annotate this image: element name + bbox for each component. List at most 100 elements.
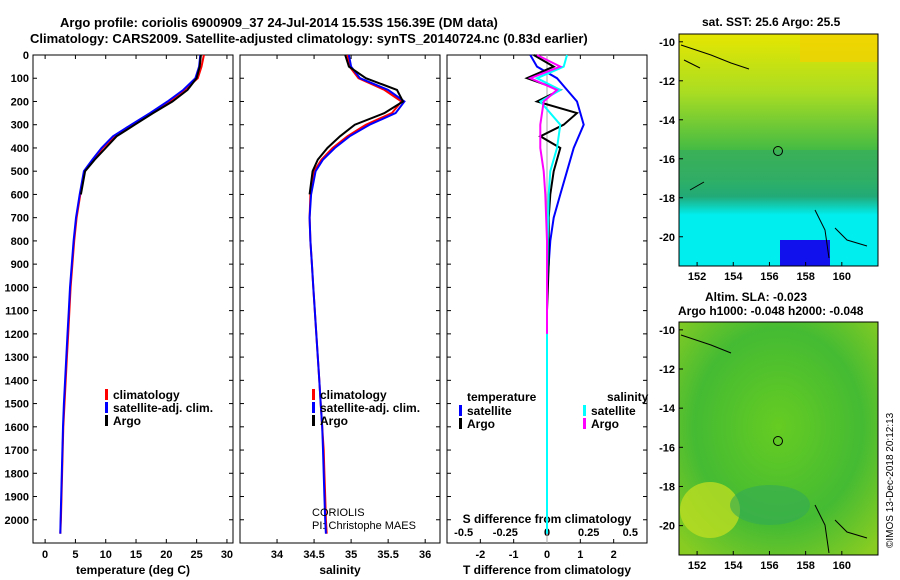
depth-tick-label: 500 — [11, 166, 29, 178]
depth-tick-label: 0 — [23, 50, 29, 62]
legend-swatch — [312, 402, 315, 413]
sla-map-coastline — [680, 334, 868, 554]
legend-salinity-title: salinity — [607, 390, 649, 404]
temperature-x-tick-label: 30 — [221, 549, 233, 561]
series-line-argo — [79, 54, 202, 195]
copyright-side-label: ©IMOS 13-Dec-2018 20:12:13 — [885, 412, 896, 548]
temperature-x-tick-label: 15 — [130, 549, 142, 561]
sst-map-frame — [678, 33, 879, 267]
map-y-tick-label: -12 — [659, 76, 675, 88]
sst-map-panel: sat. SST: 25.6 Argo: 25.5 152 154 156 158 16… — [659, 15, 879, 283]
map-x-tick-label: 152 — [688, 560, 706, 572]
legend-swatch — [105, 402, 108, 413]
temperature-panel: 0100200300400500600700800900100011001200… — [5, 50, 234, 577]
depth-tick-label: 900 — [11, 259, 29, 271]
temperature-x-tick-label: 10 — [100, 549, 112, 561]
legend-label: satellite — [591, 404, 636, 418]
series-line-t-satellite — [529, 54, 585, 534]
sla-map-frame — [678, 321, 879, 556]
map-x-tick-label: 152 — [688, 271, 706, 283]
legend-label: climatology — [320, 388, 387, 402]
sst-map-dark-band — [679, 150, 878, 180]
figure-title-line1: Argo profile: coriolis 6900909_37 24-Jul… — [60, 15, 498, 30]
series-line-satellite-adj-clim- — [308, 54, 406, 534]
salinity-x-tick-label: 36 — [419, 549, 431, 561]
sla-map-title: Altim. SLA: -0.023 — [705, 290, 807, 304]
sla-map-dark-patch — [730, 485, 810, 525]
depth-tick-label: 800 — [11, 236, 29, 248]
float-annotation: PI: Christophe MAES — [312, 520, 416, 532]
map-y-tick-label: -18 — [659, 193, 675, 205]
depth-tick-label: 2000 — [5, 515, 29, 527]
salinity-x-tick-label: 34 — [271, 549, 284, 561]
sla-map-x-ticks: 152 154 156 158 160 — [688, 551, 851, 572]
series-line-argo — [308, 54, 405, 195]
depth-tick-label: 300 — [11, 120, 29, 132]
legend-swatch — [105, 415, 108, 426]
sla-map-panel: Altim. SLA: -0.023 Argo h1000: -0.048 h2… — [659, 290, 879, 572]
depth-tick-label: 1400 — [5, 375, 29, 387]
s-difference-tick-label: 0.25 — [578, 527, 599, 539]
depth-tick-label: 1100 — [5, 306, 29, 318]
map-x-tick-label: 158 — [796, 560, 814, 572]
depth-tick-label: 1000 — [5, 282, 29, 294]
difference-panel: -2 -1 0 1 2 T difference from climatology -0.5… — [446, 54, 649, 577]
sst-map-x-ticks: 152 154 156 158 160 — [688, 262, 851, 283]
figure-title-line2: Climatology: CARS2009. Satellite-adjuste… — [30, 31, 588, 46]
depth-tick-label: 1200 — [5, 329, 29, 341]
sst-map-title: sat. SST: 25.6 Argo: 25.5 — [702, 15, 841, 29]
map-x-tick-label: 156 — [760, 271, 778, 283]
legend-label: Argo — [320, 414, 348, 428]
map-x-tick-label: 160 — [833, 560, 851, 572]
sla-map-light-patch — [680, 482, 740, 538]
depth-tick-label: 1500 — [5, 399, 29, 411]
temperature-x-axis-label: temperature (deg C) — [76, 563, 190, 577]
sst-map-y-ticks: -10 -12 -14 -16 -18 -20 — [659, 37, 683, 244]
map-x-tick-label: 156 — [760, 560, 778, 572]
depth-tick-label: 600 — [11, 189, 29, 201]
temperature-x-tick-label: 5 — [72, 549, 78, 561]
depth-tick-label: 100 — [11, 73, 29, 85]
salinity-x-tick-label: 34.5 — [303, 549, 324, 561]
series-line-s-argo — [527, 54, 563, 334]
legend-swatch — [105, 389, 108, 400]
legend-label: satellite-adj. clim. — [113, 401, 213, 415]
legend-temperature-title: temperature — [467, 390, 537, 404]
map-y-tick-label: -16 — [659, 442, 675, 454]
float-annotation: CORIOLIS — [312, 507, 365, 519]
sst-map-coastline — [680, 44, 868, 259]
legend-swatch — [459, 418, 462, 429]
legend-label: Argo — [467, 417, 495, 431]
s-difference-tick-label: -0.25 — [493, 527, 518, 539]
sla-map-subtitle: Argo h1000: -0.048 h2000: -0.048 — [678, 304, 864, 318]
s-difference-tick-label: -0.5 — [454, 527, 473, 539]
legend-label: satellite-adj. clim. — [320, 401, 420, 415]
legend-swatch — [312, 415, 315, 426]
sst-map-profile-marker — [773, 146, 783, 156]
legend-label: satellite — [467, 404, 512, 418]
sst-map-blue-patch — [780, 240, 830, 266]
depth-tick-label: 200 — [11, 96, 29, 108]
sst-map-warm-band — [800, 34, 878, 62]
depth-tick-label: 700 — [11, 213, 29, 225]
map-y-tick-label: -12 — [659, 364, 675, 376]
map-y-tick-label: -10 — [659, 37, 675, 49]
depth-tick-label: 1600 — [5, 422, 29, 434]
map-x-tick-label: 160 — [833, 271, 851, 283]
legend-swatch — [459, 405, 462, 416]
sla-map-profile-marker — [773, 436, 783, 446]
legend-swatch — [312, 389, 315, 400]
legend-swatch — [583, 418, 586, 429]
difference-x-tick-label: 2 — [611, 549, 617, 561]
legend-label: climatology — [113, 388, 180, 402]
salinity-x-tick-label: 35.5 — [377, 549, 398, 561]
depth-tick-label: 1300 — [5, 352, 29, 364]
salinity-frame — [239, 54, 441, 544]
legend-swatch — [583, 405, 586, 416]
temperature-frame — [32, 54, 234, 544]
map-y-tick-label: -14 — [659, 403, 676, 415]
salinity-x-tick-label: 35 — [345, 549, 357, 561]
s-difference-tick-label: 0.5 — [623, 527, 638, 539]
map-y-tick-label: -18 — [659, 481, 675, 493]
